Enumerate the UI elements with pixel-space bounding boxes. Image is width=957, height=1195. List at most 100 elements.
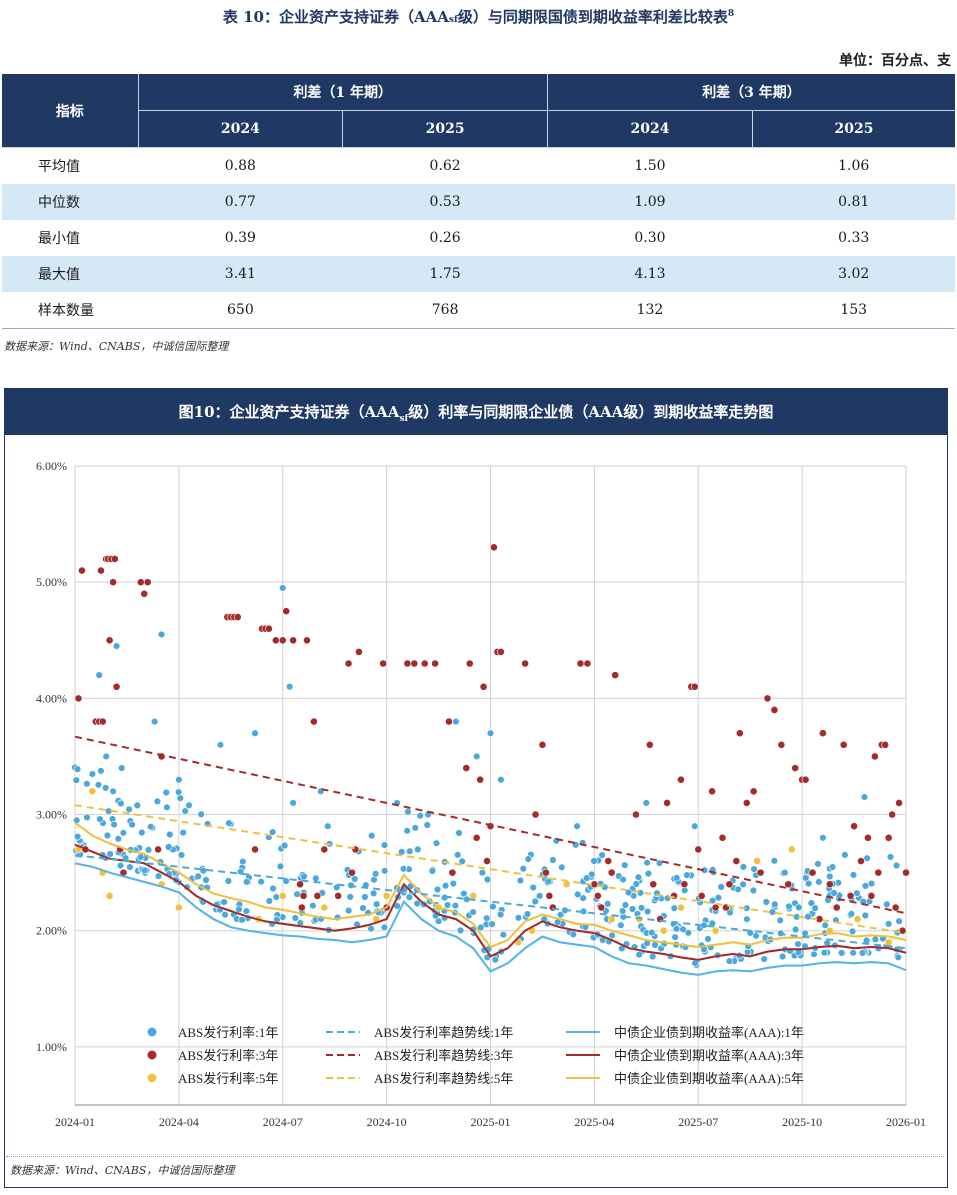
x-tick-label: 2024-01	[55, 1115, 95, 1129]
abs-3y-point	[690, 682, 699, 691]
figure-frame: 图10：企业资产支持证券（AAAsf级）利率与同期限企业债（AAA级）到期收益率…	[4, 388, 948, 1188]
abs-3y-point	[881, 740, 890, 749]
abs-1y-point	[634, 873, 643, 881]
abs-3y-point	[770, 706, 779, 714]
abs-3y-point	[891, 903, 900, 912]
abs-1y-point	[749, 886, 758, 895]
header-group-1y: 利差（1 年期）	[138, 74, 548, 111]
legend-swatch-scatter_3y	[147, 1050, 157, 1060]
abs-1y-point	[704, 935, 712, 943]
abs-5y-point	[320, 903, 329, 912]
abs-3y-point	[763, 694, 772, 703]
abs-1y-point	[242, 907, 251, 915]
abs-1y-point	[369, 889, 378, 898]
abs-1y-point	[351, 875, 359, 883]
abs-1y-point	[94, 781, 103, 789]
abs-3y-point	[472, 833, 481, 842]
abs-3y-point	[663, 799, 671, 807]
header-year: 2024	[138, 110, 344, 148]
abs-1y-point	[144, 846, 153, 854]
abs-3y-point	[154, 845, 162, 854]
abs-3y-point	[110, 555, 119, 563]
header-year: 2024	[547, 110, 753, 148]
abs-1y-point	[432, 839, 441, 847]
abs-3y-point	[680, 880, 689, 889]
abs-1y-point	[781, 868, 789, 877]
abs-1y-point	[861, 911, 869, 920]
abs-1y-point	[251, 729, 259, 737]
abs-1y-point	[181, 807, 189, 815]
abs-3y-point	[867, 891, 876, 900]
abs-1y-point	[106, 850, 114, 858]
abs-1y-point	[760, 955, 768, 963]
row-label: 平均值	[38, 159, 80, 175]
table-row: 样本数量 650 768 132 153	[2, 292, 955, 329]
abs-5y-point	[787, 845, 796, 854]
abs-3y-point	[832, 903, 841, 912]
header-year: 2025	[342, 110, 548, 148]
abs-1y-point	[269, 884, 277, 893]
abs-1y-point	[126, 863, 134, 871]
abs-1y-point	[497, 775, 505, 784]
abs-3y-point	[299, 891, 308, 900]
abs-1y-point	[608, 931, 616, 940]
y-tick-label: 1.00%	[36, 1040, 67, 1054]
abs-5y-point	[174, 903, 183, 912]
abs-1y-point	[892, 861, 901, 870]
abs-1y-point	[647, 928, 656, 937]
abs-1y-point	[477, 923, 485, 932]
figure-source: 数据来源：Wind、CNABS，中诚信国际整理	[10, 1164, 235, 1177]
abs-1y-point	[523, 910, 532, 918]
abs-1y-point	[456, 926, 465, 935]
abs-1y-point	[371, 870, 380, 878]
abs-1y-point	[770, 857, 779, 865]
cell: 0.81	[752, 184, 955, 220]
abs-1y-point	[403, 827, 411, 835]
abs-3y-point	[850, 822, 858, 831]
abs-1y-point	[133, 801, 142, 810]
abs-3y-point	[725, 880, 734, 889]
abs-1y-point	[125, 805, 133, 813]
abs-3y-point	[143, 578, 152, 587]
abs-3y-point	[583, 659, 592, 668]
abs-1y-point	[202, 876, 210, 884]
abs-1y-point	[177, 851, 186, 859]
abs-1y-point	[643, 858, 651, 867]
cell: 768	[342, 292, 548, 329]
cell: 153	[752, 292, 955, 329]
abs-1y-point	[637, 904, 646, 912]
abs-1y-point	[162, 788, 171, 797]
spread-table: 指标 利差（1 年期） 利差（3 年期） 2024 2025 2024 2025…	[2, 74, 955, 329]
abs-3y-point	[313, 891, 322, 900]
abs-3y-point	[718, 833, 727, 842]
abs-1y-point	[489, 902, 497, 911]
abs-1y-point	[683, 871, 691, 879]
abs-1y-point	[265, 897, 273, 905]
abs-3y-point	[465, 659, 474, 668]
abs-3y-point	[735, 729, 744, 738]
abs-1y-point	[154, 872, 163, 880]
abs-1y-point	[150, 717, 159, 726]
legend-label: ABS发行利率:1年	[178, 1025, 278, 1040]
yield-line-3y-top	[74, 843, 907, 961]
abs-1y-point	[405, 893, 414, 901]
abs-1y-point	[531, 897, 539, 906]
abs-1y-point	[883, 900, 891, 909]
abs-1y-point	[486, 729, 495, 737]
abs-1y-point	[628, 905, 637, 913]
abs-3y-point	[732, 857, 741, 865]
abs-1y-point	[643, 907, 652, 916]
abs-1y-point	[157, 630, 166, 639]
abs-1y-point	[651, 941, 659, 949]
abs-1y-point	[895, 917, 903, 925]
abs-1y-point	[861, 882, 870, 890]
abs-1y-point	[216, 741, 225, 749]
abs-1y-point	[101, 784, 110, 792]
abs-1y-point	[414, 845, 422, 854]
abs-1y-point	[276, 862, 285, 871]
abs-1y-point	[117, 799, 125, 808]
abs-1y-point	[807, 899, 816, 907]
abs-1y-point	[443, 901, 452, 909]
row-label: 样本数量	[2, 292, 138, 329]
abs-1y-point	[717, 883, 725, 891]
